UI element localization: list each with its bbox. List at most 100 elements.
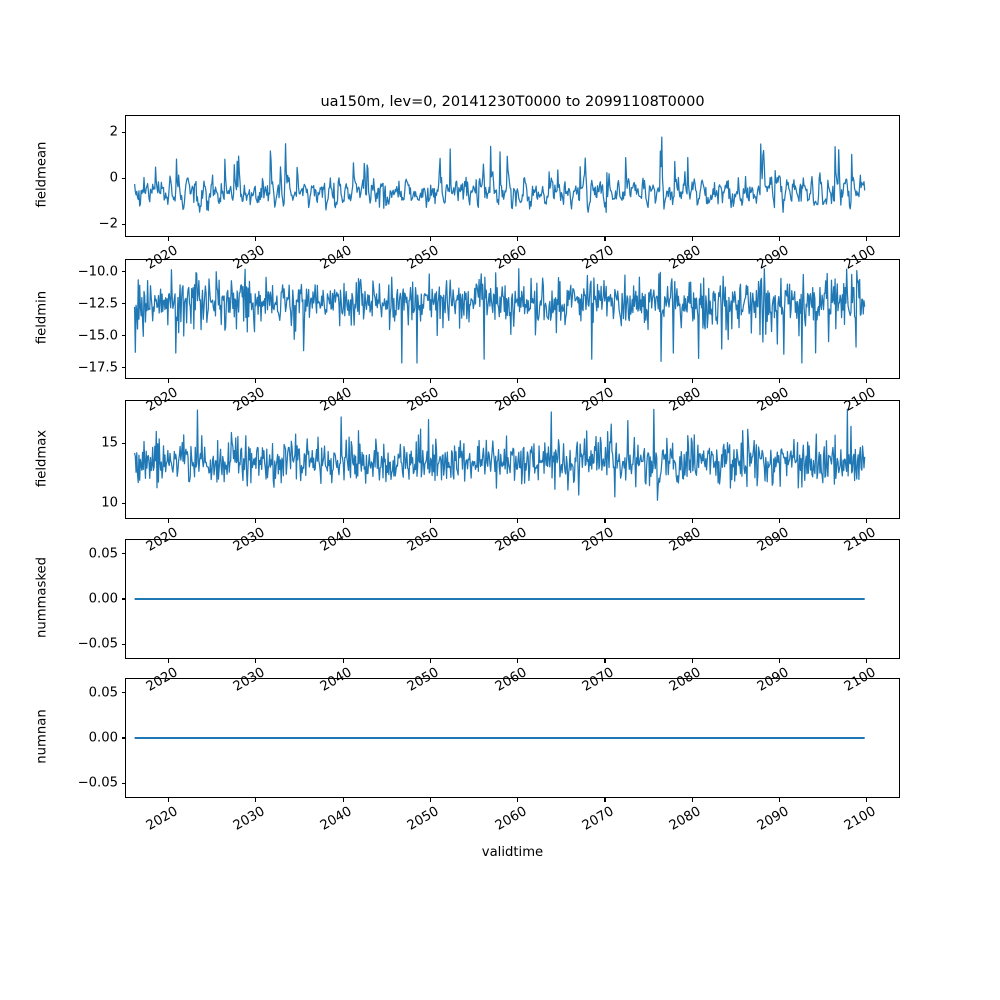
x-tick-mark-numnan-8 [866, 798, 868, 802]
y-axis-label-numnan: numnan [34, 709, 50, 764]
x-tick-mark-nummasked-1 [255, 659, 257, 663]
y-tick-label-fieldmin-1: −12.5 [77, 296, 118, 312]
x-tick-label-numnan-6: 2080 [667, 804, 704, 834]
y-axis-nummasked: −0.05 0.00 0.05 [50, 539, 125, 659]
y-tick-label-fieldmean-1: 0 [109, 170, 118, 186]
y-tick-mark-fieldmean-1 [121, 177, 126, 179]
x-tick-mark-fieldmax-5 [604, 519, 606, 523]
x-tick-mark-fieldmax-8 [866, 519, 868, 523]
x-tick-mark-numnan-2 [342, 798, 344, 802]
series-canvas-numnan [126, 679, 899, 797]
y-tick-label-fieldmax-1: 15 [101, 435, 118, 451]
x-tick-mark-fieldmean-8 [866, 237, 868, 241]
y-tick-mark-fieldmax-0 [121, 502, 126, 504]
y-tick-label-fieldmin-3: −17.5 [77, 360, 118, 375]
x-tick-mark-fieldmin-6 [691, 379, 693, 383]
x-tick-mark-nummasked-0 [168, 659, 170, 663]
y-tick-mark-fieldmin-1 [121, 303, 126, 305]
series-canvas-fieldmax [126, 401, 899, 518]
data-line-fieldmax [135, 409, 865, 500]
x-tick-mark-numnan-1 [255, 798, 257, 802]
x-tick-mark-nummasked-3 [429, 659, 431, 663]
x-tick-mark-fieldmean-2 [342, 237, 344, 241]
x-tick-mark-fieldmax-1 [255, 519, 257, 523]
x-tick-mark-nummasked-2 [342, 659, 344, 663]
plot-panel-fieldmax [125, 400, 900, 519]
y-axis-fieldmax: 10 15 [50, 400, 125, 519]
x-tick-mark-fieldmin-2 [342, 379, 344, 383]
figure-title: ua150m, lev=0, 20141230T0000 to 20991108… [320, 94, 705, 110]
x-tick-mark-fieldmean-1 [255, 237, 257, 241]
y-tick-mark-fieldmax-1 [121, 442, 126, 444]
x-tick-label-numnan-5: 2070 [579, 804, 617, 834]
x-tick-mark-fieldmean-3 [429, 237, 431, 241]
y-tick-mark-fieldmin-2 [121, 335, 126, 337]
x-tick-mark-fieldmin-0 [168, 379, 170, 383]
x-tick-mark-fieldmin-4 [517, 379, 519, 383]
plot-panel-fieldmin [125, 259, 900, 379]
x-tick-mark-fieldmin-8 [866, 379, 868, 383]
x-tick-mark-fieldmin-3 [429, 379, 431, 383]
x-tick-mark-fieldmin-5 [604, 379, 606, 383]
y-axis-numnan: −0.05 0.00 0.05 [50, 678, 125, 798]
x-tick-mark-fieldmean-7 [779, 237, 781, 241]
x-tick-mark-nummasked-5 [604, 659, 606, 663]
y-tick-mark-fieldmean-2 [121, 131, 126, 133]
y-tick-mark-nummasked-1 [121, 598, 126, 600]
y-axis-fieldmean: −2 0 2 [50, 115, 125, 237]
x-tick-label-numnan-0: 2020 [143, 804, 181, 834]
y-tick-mark-fieldmin-0 [121, 271, 126, 273]
plot-panel-numnan [125, 678, 900, 798]
x-tick-mark-numnan-5 [604, 798, 606, 802]
x-tick-mark-fieldmax-3 [429, 519, 431, 523]
y-tick-label-nummasked-0: −0.05 [77, 636, 118, 652]
x-tick-label-numnan-7: 2090 [754, 804, 792, 834]
x-tick-mark-nummasked-8 [866, 659, 868, 663]
y-tick-mark-fieldmean-0 [121, 223, 126, 225]
series-canvas-fieldmin [126, 260, 899, 378]
series-canvas-fieldmean [126, 116, 899, 236]
series-canvas-nummasked [126, 540, 899, 658]
y-tick-label-fieldmax-0: 10 [101, 495, 118, 511]
x-tick-mark-fieldmax-0 [168, 519, 170, 523]
x-tick-mark-fieldmax-6 [691, 519, 693, 523]
y-tick-mark-nummasked-2 [121, 552, 126, 555]
y-tick-label-numnan-1: 0.00 [88, 730, 118, 746]
x-tick-mark-fieldmax-7 [779, 519, 781, 523]
x-tick-label-numnan-3: 2050 [405, 804, 442, 834]
y-tick-label-nummasked-2: 0.05 [88, 546, 118, 562]
x-tick-mark-nummasked-6 [691, 659, 693, 663]
x-tick-mark-nummasked-7 [779, 659, 781, 663]
y-tick-label-numnan-2: 0.05 [88, 685, 118, 701]
data-line-fieldmean [135, 137, 865, 212]
x-tick-label-numnan-8: 2100 [841, 804, 879, 834]
plot-panel-nummasked [125, 539, 900, 659]
y-tick-label-fieldmin-2: −15.0 [77, 328, 118, 344]
y-tick-label-fieldmean-2: 2 [109, 124, 118, 140]
x-tick-mark-numnan-7 [779, 798, 781, 802]
x-tick-mark-numnan-6 [691, 798, 693, 802]
x-tick-mark-fieldmin-7 [779, 379, 781, 383]
x-axis-label: validtime [481, 845, 544, 860]
x-tick-mark-fieldmean-6 [691, 237, 693, 241]
x-tick-label-numnan-4: 2060 [492, 804, 530, 834]
x-tick-mark-numnan-0 [168, 798, 170, 802]
x-tick-label-numnan-1: 2030 [230, 804, 268, 834]
x-tick-mark-nummasked-4 [517, 659, 519, 663]
x-tick-mark-numnan-3 [429, 798, 431, 802]
x-tick-mark-fieldmean-4 [517, 237, 519, 241]
y-tick-label-nummasked-1: 0.00 [88, 591, 118, 607]
x-tick-label-numnan-2: 2040 [318, 804, 355, 834]
y-tick-mark-numnan-2 [121, 691, 126, 694]
y-tick-label-fieldmean-0: −2 [98, 216, 118, 232]
y-tick-mark-nummasked-0 [121, 643, 126, 645]
x-tick-mark-fieldmean-0 [168, 237, 170, 241]
plot-panel-fieldmean [125, 115, 900, 237]
x-tick-mark-numnan-4 [517, 798, 519, 802]
y-axis-fieldmin: −10.0 −12.5 −15.0 −17.5 [50, 259, 125, 379]
y-tick-mark-numnan-0 [121, 782, 126, 784]
y-tick-label-fieldmin-0: −10.0 [77, 264, 118, 280]
y-tick-mark-fieldmin-3 [121, 366, 126, 369]
y-tick-label-numnan-0: −0.05 [77, 775, 118, 791]
